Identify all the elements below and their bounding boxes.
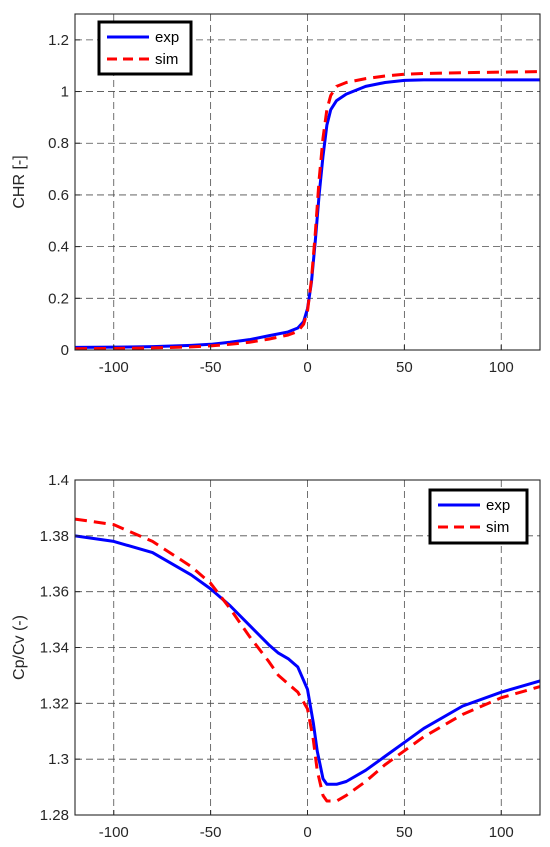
cpcv-y-axis-label: Cp/Cv (-): [11, 615, 28, 680]
chr-legend-box: [97, 20, 193, 76]
chr-series-sim: [75, 70, 540, 350]
cpcv-x-tick-label: -100: [99, 824, 129, 841]
chr-legend: exp sim: [97, 20, 193, 76]
chr-legend-label-sim: sim: [155, 51, 178, 68]
chr-x-tick-label: 0: [303, 359, 311, 376]
chr-y-tick-label: 0.8: [48, 135, 69, 152]
chr-x-tick-label: 100: [489, 359, 514, 376]
cpcv-y-tick-label: 1.32: [40, 695, 69, 712]
chr-x-tick-label: -100: [99, 359, 129, 376]
cpcv-series-exp: [75, 534, 540, 786]
chr-y-ticks: 0 0.2 0.4 0.6 0.8 1 1.2: [48, 32, 80, 359]
chr-x-ticks: -100 -50 0 50 100: [99, 345, 514, 376]
chr-series-exp: [75, 78, 540, 349]
cpcv-legend-label-sim: sim: [486, 519, 509, 536]
chr-y-tick-label: 0: [61, 342, 69, 359]
chr-x-tick-label: 50: [396, 359, 413, 376]
cpcv-y-tick-label: 1.3: [48, 751, 69, 768]
cpcv-y-tick-label: 1.38: [40, 528, 69, 545]
cpcv-x-tick-label: -50: [200, 824, 222, 841]
cpcv-x-tick-label: 0: [303, 824, 311, 841]
chr-plot: -100 -50 0 50 100 00.20.40.60.811.2 CHR [-] …: [11, 13, 541, 376]
cpcv-x-tick-label: 100: [489, 824, 514, 841]
chr-x-tick-label: -50: [200, 359, 222, 376]
chr-y-tick-label: 0.4: [48, 239, 69, 256]
chr-y-tick-label: 1.2: [48, 32, 69, 49]
chr-series-layer: [75, 70, 540, 350]
chr-legend-label-exp: exp: [155, 29, 179, 46]
cpcv-y-ticks: 1.28 1.3 1.32 1.34 1.36 1.38 1.4: [40, 472, 80, 824]
cpcv-y-tick-label: 1.4: [48, 472, 69, 489]
cpcv-legend: exp sim: [428, 488, 529, 545]
cpcv-plot: -100 -50 0 50 100 1.28 1.3 1.32 1.34 1.36 1.38 1.4…: [11, 472, 541, 841]
cpcv-x-tick-label: 50: [396, 824, 413, 841]
cpcv-y-tick-label: 1.28: [40, 807, 69, 824]
cpcv-x-ticks: -100 -50 0 50 100: [99, 810, 514, 841]
cpcv-y-tick-label: 1.36: [40, 584, 69, 601]
chr-y-axis-label: CHR [-]: [11, 155, 28, 208]
chr-y-tick-label: 0.2: [48, 290, 69, 307]
cpcv-legend-box: [428, 488, 529, 545]
chr-y-tick-label: 0.6: [48, 187, 69, 204]
cpcv-series-layer: [75, 517, 540, 803]
chr-y-tick-label: 1: [61, 84, 69, 101]
cpcv-legend-label-exp: exp: [486, 497, 510, 514]
cpcv-series-sim: [75, 517, 540, 803]
cpcv-y-tick-label: 1.34: [40, 640, 69, 657]
